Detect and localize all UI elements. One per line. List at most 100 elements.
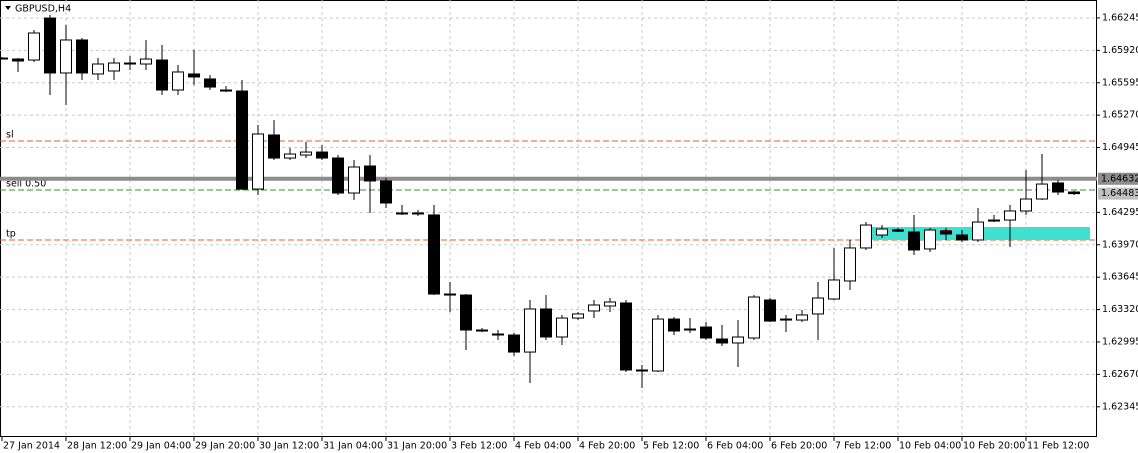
candle-body <box>220 89 232 92</box>
candle-body <box>1020 198 1032 212</box>
candle-body <box>28 32 40 61</box>
candle-body <box>188 73 200 78</box>
candle-body <box>924 229 936 250</box>
candle-body <box>1068 191 1080 195</box>
x-tick-label: 10 Feb 04:00 <box>899 441 961 452</box>
candle-body <box>364 165 376 182</box>
x-tick-label: 31 Jan 04:00 <box>323 441 383 452</box>
bid-label: 1.64632 <box>1101 173 1138 184</box>
x-tick-label: 28 Jan 12:00 <box>67 441 127 452</box>
candle-body <box>412 212 424 215</box>
candle-body <box>860 224 872 249</box>
candle-body <box>908 231 920 251</box>
x-tick-label: 5 Feb 12:00 <box>643 441 699 452</box>
candle-body <box>396 212 408 215</box>
ask-label: 1.64483 <box>1101 188 1138 199</box>
candle-body <box>940 230 952 235</box>
y-tick-label: 1.66245 <box>1102 12 1138 23</box>
candle-body <box>796 314 808 321</box>
candle-body <box>764 299 776 322</box>
candle-body <box>300 151 312 156</box>
candle-body <box>108 62 120 72</box>
candle-body <box>876 228 888 236</box>
y-tick-label: 1.63970 <box>1102 239 1138 250</box>
candle-body <box>140 58 152 65</box>
candle-body <box>572 313 584 319</box>
y-tick-label: 1.62345 <box>1102 401 1138 412</box>
axes: 1.66245 1.65920 1.65595 1.65270 1.64945 1.642… <box>1 12 1138 452</box>
candle-body <box>380 180 392 204</box>
candle-body <box>748 296 760 339</box>
y-tick-label: 1.62670 <box>1102 369 1138 380</box>
x-tick-label: 6 Feb 04:00 <box>707 441 763 452</box>
x-tick-label: 4 Feb 04:00 <box>515 441 571 452</box>
candles <box>0 14 1080 389</box>
ask-tag <box>1098 187 1138 200</box>
candle-body <box>540 308 552 338</box>
candle-body <box>988 219 1000 222</box>
candle-body <box>620 302 632 371</box>
candle-body <box>556 317 568 338</box>
x-tick-label: 6 Feb 20:00 <box>771 441 827 452</box>
x-tick-label: 29 Jan 20:00 <box>195 441 255 452</box>
candle-body <box>716 338 728 344</box>
candle-body <box>732 336 744 344</box>
x-tick-label: 30 Jan 12:00 <box>259 441 319 452</box>
candle-body <box>652 318 664 372</box>
candle-body <box>92 63 104 75</box>
candle-body <box>700 326 712 339</box>
candle-body <box>892 229 904 232</box>
candle-body <box>444 293 456 296</box>
candle-body <box>812 297 824 315</box>
x-tick-label: 11 Feb 12:00 <box>1027 441 1089 452</box>
candle-body <box>1052 182 1064 193</box>
candle-body <box>460 294 472 331</box>
x-tick-label: 31 Jan 20:00 <box>387 441 447 452</box>
candle-body <box>476 329 488 332</box>
candle-body <box>172 71 184 91</box>
candle-body <box>268 134 280 159</box>
y-tick-label: 1.64945 <box>1102 142 1138 153</box>
candle-body <box>604 301 616 307</box>
candle-body <box>1004 210 1016 221</box>
x-tick-label: 29 Jan 04:00 <box>131 441 191 452</box>
candle-body <box>236 90 248 190</box>
level-label: sell 0.50 <box>6 179 46 190</box>
candle-body <box>508 334 520 353</box>
candle-body <box>284 153 296 159</box>
y-tick-label: 1.65595 <box>1102 77 1138 88</box>
y-tick-label: 1.63645 <box>1102 272 1138 283</box>
candle-body <box>428 214 440 295</box>
candle-body <box>204 78 216 88</box>
y-tick-label: 1.65920 <box>1102 45 1138 56</box>
x-tick-label: 3 Feb 12:00 <box>451 441 507 452</box>
candle-body <box>0 57 8 60</box>
candle-body <box>588 304 600 312</box>
y-tick-label: 1.64295 <box>1102 207 1138 218</box>
candle-body <box>252 133 264 190</box>
y-tick-label: 1.62995 <box>1102 336 1138 347</box>
x-tick-label: 7 Feb 12:00 <box>835 441 891 452</box>
candle-body <box>12 58 24 62</box>
bid-tag <box>1098 172 1138 185</box>
candle-body <box>684 328 696 331</box>
candle-body <box>60 39 72 74</box>
x-tick-label: 27 Jan 2014 <box>3 441 60 452</box>
candle-body <box>844 247 856 282</box>
x-tick-label: 4 Feb 20:00 <box>579 441 635 452</box>
candle-body <box>636 369 648 372</box>
candle-body <box>524 308 536 353</box>
chart-title: GBPUSD,H4 <box>15 4 71 15</box>
level-label: tp <box>6 228 16 239</box>
candle-body <box>156 59 168 91</box>
candle-body <box>956 234 968 241</box>
x-tick-label: 10 Feb 20:00 <box>963 441 1025 452</box>
menu-triangle <box>5 6 11 10</box>
candle-body <box>828 279 840 300</box>
candle-body <box>124 62 136 65</box>
level-label: sl <box>6 129 14 140</box>
candle-body <box>668 318 680 332</box>
candle-body <box>348 166 360 194</box>
candle-body <box>44 17 56 74</box>
